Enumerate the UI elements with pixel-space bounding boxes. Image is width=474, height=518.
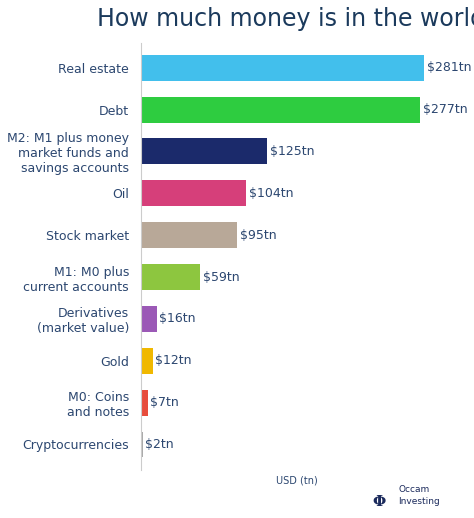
Bar [141, 55, 424, 81]
Bar [141, 390, 148, 415]
Bar [141, 222, 237, 248]
Bar [141, 180, 246, 206]
Text: $12tn: $12tn [155, 354, 191, 367]
Text: $125tn: $125tn [270, 145, 314, 158]
Bar [141, 306, 157, 332]
Bar [141, 138, 267, 164]
Text: $2tn: $2tn [145, 438, 173, 451]
Text: $277tn: $277tn [423, 103, 468, 116]
Bar [141, 97, 420, 123]
Bar [141, 431, 143, 457]
Text: $104tn: $104tn [249, 187, 293, 200]
Text: Φ: Φ [373, 495, 386, 509]
Text: Occam
Investing: Occam Investing [398, 485, 440, 506]
Text: $16tn: $16tn [159, 312, 195, 325]
Text: $95tn: $95tn [239, 228, 276, 242]
Text: $281tn: $281tn [427, 61, 472, 74]
Text: $59tn: $59tn [203, 270, 240, 283]
Text: $7tn: $7tn [150, 396, 179, 409]
Bar [141, 348, 153, 373]
X-axis label: USD (tn): USD (tn) [276, 475, 318, 485]
Bar [141, 264, 200, 290]
Title: How much money is in the world?: How much money is in the world? [97, 7, 474, 31]
